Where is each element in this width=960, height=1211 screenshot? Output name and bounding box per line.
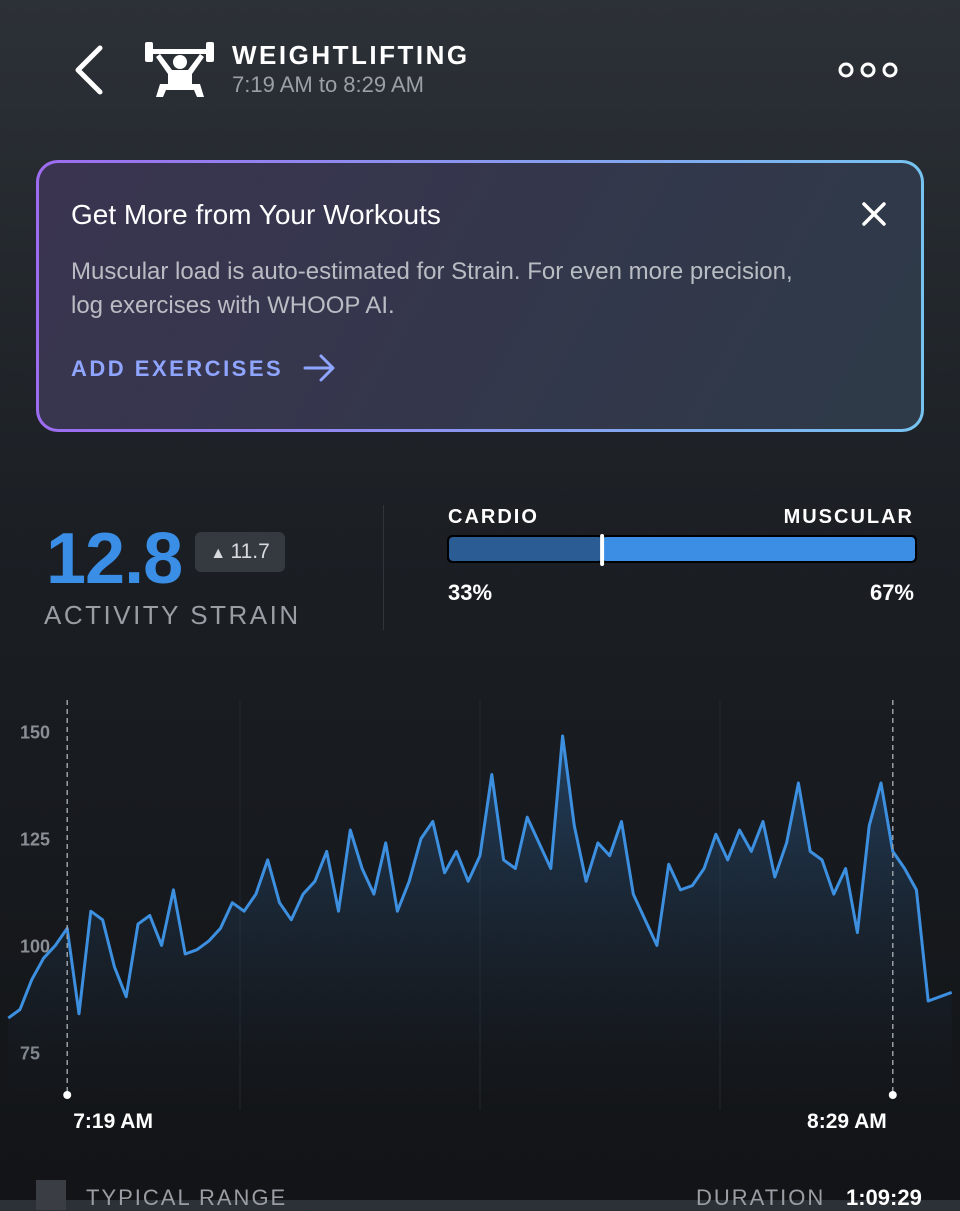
back-button[interactable]: [75, 45, 103, 95]
time-marker-dot: [63, 1091, 72, 1099]
strain-change: ▲ 11.7: [195, 532, 285, 572]
muscular-label: MUSCULAR: [783, 506, 914, 528]
card-title: Get More from Your Workouts: [71, 199, 441, 230]
muscular-segment: [602, 537, 915, 561]
strain-change-value: 11.7: [230, 540, 270, 563]
legend-swatch: [36, 1180, 66, 1210]
card-body: Muscular load is auto-estimated for Stra…: [71, 258, 793, 319]
legend-label: TYPICAL RANGE: [86, 1185, 288, 1210]
duration-label: DURATION: [696, 1185, 826, 1210]
time-label: 8:29 AM: [807, 1110, 887, 1133]
heart-rate-line: [7, 734, 953, 1020]
header-icons: [75, 42, 898, 97]
cardio-pct: 33%: [448, 580, 493, 605]
heart-rate-chart: 751001251507:19 AM8:29 AM: [7, 700, 953, 1133]
workout-time: 7:19 AM to 8:29 AM: [232, 72, 425, 97]
cardio-segment: [449, 537, 603, 561]
split-bar: [447, 534, 917, 566]
cardio-label: CARDIO: [448, 506, 539, 528]
line-area: [8, 736, 952, 1095]
duration-value: 1:09:29: [846, 1185, 922, 1210]
y-tick-label: 100: [20, 936, 50, 956]
split-marker: [600, 534, 605, 566]
time-label: 7:19 AM: [73, 1110, 153, 1133]
weightlifting-icon: [145, 42, 214, 97]
y-tick-label: 125: [20, 830, 50, 850]
y-tick-label: 150: [20, 723, 50, 743]
strain-value: 12.8: [46, 519, 183, 599]
arrow-icon: [303, 354, 335, 382]
muscular-pct: 67%: [869, 580, 914, 605]
close-button[interactable]: [859, 199, 889, 229]
divider: [383, 505, 384, 630]
more-button[interactable]: [838, 62, 898, 78]
promo-card: Get More from Your Workouts Muscular loa…: [36, 160, 924, 432]
add-exercises[interactable]: ADD EXERCISES: [71, 356, 284, 381]
workout-title: WEIGHTLIFTING: [232, 40, 470, 70]
time-marker-dot: [888, 1091, 897, 1099]
strain-label: ACTIVITY STRAIN: [44, 600, 301, 630]
